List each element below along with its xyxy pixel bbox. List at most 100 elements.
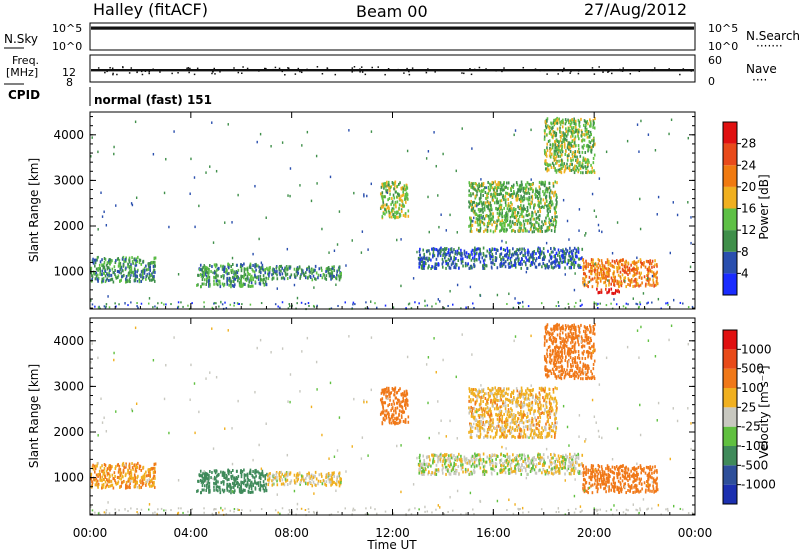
velocity-echo-cell [314, 470, 317, 474]
power-echo-cell [472, 186, 474, 190]
velocity-echo-cell [482, 465, 485, 469]
velocity-echo-cell [389, 395, 391, 399]
power-echo-cell [648, 265, 651, 269]
power-echo-cell [486, 214, 488, 218]
power-echo-cell [617, 281, 619, 285]
power-echo-cell [690, 241, 692, 245]
velocity-echo-cell [153, 485, 156, 489]
power-echo-cell [252, 276, 254, 280]
power-echo-cell [479, 199, 481, 203]
power-echo-cell [549, 196, 551, 200]
power-echo-cell [105, 264, 108, 267]
power-echo-cell [573, 138, 575, 142]
velocity-echo-cell [438, 454, 441, 458]
power-echo-cell [140, 275, 142, 279]
velocity-echo-cell [222, 490, 225, 494]
power-echo-cell [544, 201, 546, 205]
power-echo-cell [605, 287, 607, 291]
power-echo-cell [489, 203, 492, 207]
power-echo-cell [545, 159, 547, 163]
power-echo-cell [333, 268, 336, 272]
power-echo-cell [238, 281, 241, 285]
freq-point [359, 68, 361, 70]
velocity-echo-cell [232, 486, 235, 490]
power-echo-cell [520, 194, 522, 198]
velocity-echo-cell [218, 485, 221, 489]
power-echo-cell [580, 129, 583, 133]
velocity-echo-cell [558, 471, 561, 475]
power-echo-cell [440, 213, 442, 216]
power-echo-cell [121, 257, 124, 261]
velocity-echo-cell [147, 482, 150, 486]
power-echo-cell [145, 268, 148, 272]
velocity-echo-cell [555, 466, 557, 470]
velocity-echo-cell [117, 470, 120, 474]
power-echo-cell [547, 207, 549, 211]
velocity-echo-cell [122, 469, 125, 473]
freq-point [408, 73, 411, 76]
power-echo-cell [400, 194, 402, 198]
power-echo-cell [146, 274, 148, 278]
power-echo-cell [583, 278, 586, 282]
power-echo-cell [231, 271, 233, 275]
freq-point [534, 68, 537, 70]
nsky-tick-top: 10^5 [52, 22, 82, 35]
velocity-echo-cell [326, 473, 329, 477]
velocity-echo-cell [427, 455, 429, 459]
power-echo-cell [471, 266, 473, 270]
power-echo-cell [566, 262, 569, 266]
power-echo-cell [551, 190, 553, 194]
velocity-echo-cell [233, 490, 235, 494]
power-echo-cell [423, 254, 426, 258]
power-echo-cell [546, 119, 548, 123]
power-echo-cell [590, 258, 593, 262]
velocity-echo-cell [285, 472, 288, 476]
power-echo-cell [609, 262, 612, 266]
power-echo-cell [420, 256, 423, 260]
power-echo-cell [396, 184, 399, 188]
power-echo-cell [230, 265, 233, 269]
power-echo-cell [515, 215, 518, 219]
power-echo-cell [222, 274, 224, 278]
power-echo-cell [483, 186, 486, 190]
power-echo-cell [340, 274, 342, 278]
power-echo-cell [545, 264, 548, 268]
power-echo-cell [265, 216, 267, 219]
power-echo-cell [177, 305, 180, 308]
velocity-echo-cell [278, 474, 281, 478]
power-echo-cell [300, 268, 303, 272]
velocity-echo-cell [113, 477, 115, 481]
power-echo-cell [445, 229, 447, 232]
power-echo-cell [296, 302, 298, 305]
power-echo-cell [571, 154, 574, 158]
power-echo-cell [367, 248, 369, 251]
power-echo-cell [571, 251, 573, 255]
power-echo-cell [218, 279, 221, 283]
power-echo-cell [500, 252, 503, 256]
velocity-echo-cell [466, 461, 469, 465]
power-echo-cell [538, 226, 541, 230]
power-echo-cell [399, 213, 402, 217]
freq-point [505, 69, 507, 71]
velocity-echo-cell [95, 477, 98, 481]
power-echo-cell [619, 281, 622, 285]
power-echo-cell [505, 227, 507, 231]
velocity-echo-cell [559, 462, 561, 466]
velocity-echo-cell [517, 454, 520, 458]
power-echo-cell [552, 219, 555, 223]
power-echo-cell [522, 204, 525, 208]
power-echo-cell [213, 269, 216, 273]
power-echo-cell [524, 254, 526, 258]
power-echo-cell [138, 278, 141, 282]
power-echo-cell [600, 290, 603, 294]
power-echo-cell [489, 219, 492, 223]
velocity-echo-cell [557, 454, 560, 458]
velocity-echo-cell [399, 419, 402, 423]
power-echo-cell [564, 132, 566, 136]
velocity-echo-cell [254, 481, 256, 485]
power-echo-cell [423, 252, 425, 256]
power-echo-cell [589, 130, 592, 134]
power-echo-cell [262, 274, 265, 278]
power-echo-cell [653, 265, 655, 269]
velocity-echo-cell [554, 468, 556, 472]
